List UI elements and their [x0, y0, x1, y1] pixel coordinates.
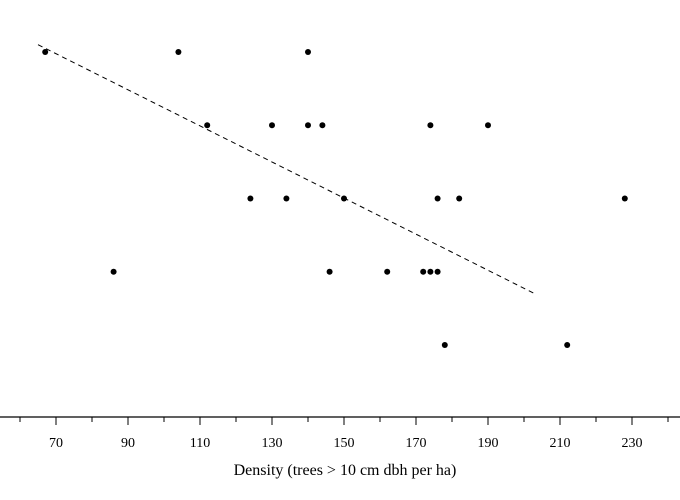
- data-point: [247, 195, 254, 202]
- data-point: [319, 122, 326, 129]
- data-point: [204, 122, 211, 129]
- x-axis: 70 90 110 130 150 170 190 210 230: [0, 416, 680, 451]
- data-point: [326, 268, 333, 275]
- data-point: [269, 122, 275, 129]
- x-tick-label: 90: [121, 436, 135, 451]
- x-tick-label: 230: [622, 436, 643, 451]
- data-point: [427, 122, 434, 129]
- data-point: [305, 49, 311, 55]
- x-tick-label: 70: [49, 436, 63, 451]
- data-point: [341, 195, 347, 202]
- data-point: [441, 342, 448, 348]
- x-tick-label: 210: [550, 436, 571, 451]
- data-point: [485, 122, 491, 129]
- data-point: [110, 268, 117, 275]
- trend-line: [37, 44, 536, 295]
- data-point: [427, 268, 434, 275]
- data-point: [434, 195, 441, 202]
- data-point: [175, 49, 182, 55]
- x-tick-label: 170: [406, 436, 427, 451]
- data-point: [434, 268, 441, 275]
- data-point: [42, 49, 49, 55]
- data-point: [305, 122, 311, 129]
- data-point: [456, 195, 463, 202]
- trend-line-group: [37, 44, 536, 295]
- data-point: [621, 195, 628, 202]
- x-axis-title: Density (trees > 10 cm dbh per ha): [234, 462, 457, 479]
- x-tick-label: 110: [190, 436, 210, 451]
- x-tick-label: 130: [262, 436, 283, 451]
- data-point: [384, 268, 391, 275]
- data-point: [420, 268, 427, 275]
- data-point: [283, 195, 290, 202]
- data-points: [42, 49, 628, 348]
- data-point: [564, 342, 571, 348]
- x-tick-label: 190: [478, 436, 499, 451]
- x-tick-label: 150: [334, 436, 355, 451]
